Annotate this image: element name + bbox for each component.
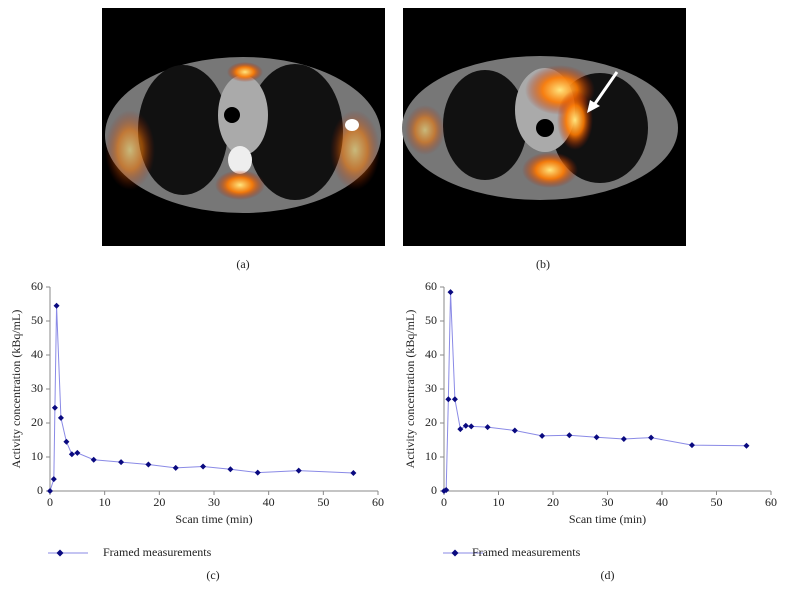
data-point	[227, 466, 234, 473]
data-point	[145, 461, 152, 468]
y-tick-label: 60	[31, 279, 43, 293]
data-point	[118, 459, 125, 466]
y-tick-label: 10	[425, 449, 437, 463]
y-tick-label: 30	[31, 381, 43, 395]
y-axis-title: Activity concentration (kBq/mL)	[9, 310, 23, 469]
legend-marker	[451, 549, 459, 557]
scan-image-b	[402, 8, 686, 246]
y-tick-label: 60	[425, 279, 437, 293]
series-line	[443, 292, 747, 492]
data-point	[254, 469, 261, 476]
legend-marker	[56, 549, 64, 557]
data-point	[172, 464, 179, 471]
x-tick-label: 0	[47, 495, 53, 509]
data-point	[50, 476, 57, 483]
data-point	[47, 488, 53, 494]
y-tick-label: 50	[425, 313, 437, 327]
data-point	[90, 456, 97, 463]
panel-label: (a)	[236, 257, 249, 271]
x-tick-label: 40	[656, 495, 668, 509]
data-point	[462, 422, 469, 429]
data-point	[539, 432, 546, 439]
data-point	[593, 434, 600, 441]
data-point	[457, 426, 464, 433]
data-point	[447, 289, 454, 296]
x-tick-label: 0	[441, 495, 447, 509]
x-tick-label: 30	[208, 495, 220, 509]
panel-label: (b)	[536, 257, 550, 271]
data-point	[620, 435, 627, 442]
scan-image-a	[102, 8, 385, 246]
x-axis-title: Scan time (min)	[175, 512, 252, 526]
data-point	[63, 438, 70, 445]
y-tick-label: 0	[37, 483, 43, 497]
panel-label: (d)	[601, 568, 615, 582]
data-point	[350, 469, 357, 476]
data-point	[74, 449, 81, 456]
series-line	[49, 305, 354, 492]
data-point	[511, 427, 518, 434]
data-point	[443, 486, 450, 493]
y-axis-title: Activity concentration (kBq/mL)	[403, 310, 417, 469]
x-tick-label: 10	[99, 495, 111, 509]
data-point	[688, 442, 695, 449]
data-point	[53, 302, 60, 309]
data-point	[468, 423, 475, 430]
y-tick-label: 50	[31, 313, 43, 327]
data-point	[648, 434, 655, 441]
data-point	[51, 404, 58, 411]
y-tick-label: 10	[31, 449, 43, 463]
data-point	[484, 424, 491, 431]
data-point	[57, 414, 64, 421]
data-point	[68, 451, 75, 458]
data-point	[200, 463, 207, 470]
x-tick-label: 60	[765, 495, 777, 509]
data-point	[445, 396, 452, 403]
x-tick-label: 60	[372, 495, 384, 509]
legend-label: Framed measurements	[103, 545, 212, 559]
data-point	[451, 396, 458, 403]
x-tick-label: 40	[263, 495, 275, 509]
x-tick-label: 50	[711, 495, 723, 509]
x-tick-label: 50	[317, 495, 329, 509]
y-tick-label: 20	[425, 415, 437, 429]
x-tick-label: 10	[493, 495, 505, 509]
panel-label: (c)	[206, 568, 219, 582]
y-tick-label: 30	[425, 381, 437, 395]
data-point	[743, 442, 750, 449]
x-axis-title: Scan time (min)	[569, 512, 646, 526]
x-tick-label: 30	[602, 495, 614, 509]
x-tick-label: 20	[547, 495, 559, 509]
y-tick-label: 40	[425, 347, 437, 361]
legend-label: Framed measurements	[472, 545, 581, 559]
x-tick-label: 20	[153, 495, 165, 509]
y-tick-label: 0	[431, 483, 437, 497]
y-tick-label: 20	[31, 415, 43, 429]
data-point	[566, 432, 573, 439]
data-point	[295, 467, 302, 474]
y-tick-label: 40	[31, 347, 43, 361]
